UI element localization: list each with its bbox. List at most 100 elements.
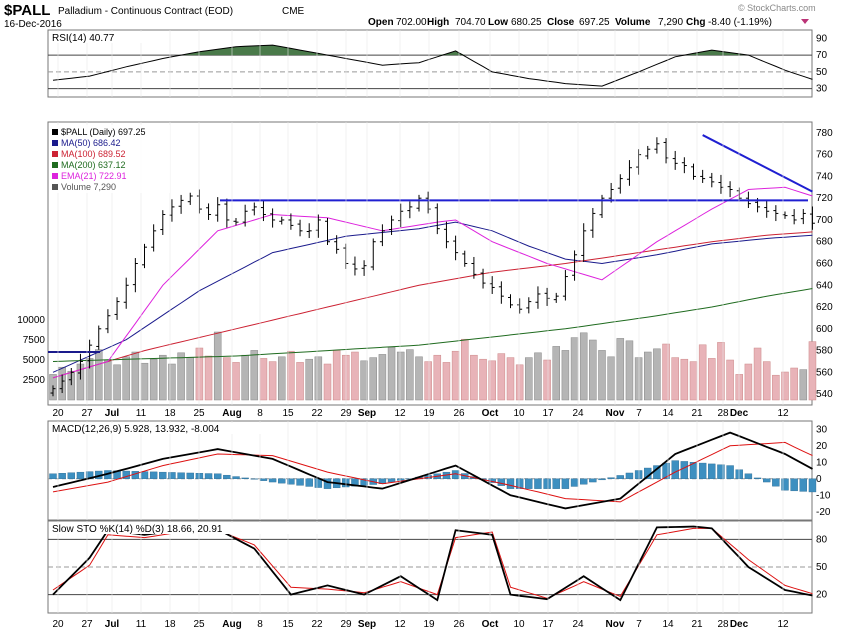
x-tick-label: 14 xyxy=(662,408,674,419)
x-tick-label: 17 xyxy=(542,619,554,630)
ma-line xyxy=(52,231,813,379)
volume-bar xyxy=(680,358,689,401)
volume-bar xyxy=(790,367,798,401)
volume-bar xyxy=(378,354,387,401)
macd-histogram-bar xyxy=(213,473,222,479)
volume-bar xyxy=(762,361,771,401)
macd-histogram-bar xyxy=(360,478,368,486)
macd-histogram-bar xyxy=(204,473,213,479)
volume-bar xyxy=(204,355,213,401)
macd-histogram-bar xyxy=(570,478,579,487)
volume-bar xyxy=(177,352,185,401)
price-tick-label: 700 xyxy=(816,215,833,226)
macd-signal-line xyxy=(52,441,813,503)
price-tick-label: 620 xyxy=(816,302,833,313)
macd-tick-label: 0 xyxy=(816,474,822,485)
volume-bar xyxy=(552,346,560,401)
sto-tick-label: 20 xyxy=(816,590,828,601)
rsi-chart: 90 70 50 30 xyxy=(48,33,828,95)
volume-bar xyxy=(717,342,725,401)
volume-bar xyxy=(589,339,597,401)
volume-bar xyxy=(396,351,405,401)
volume-bar xyxy=(250,350,259,401)
volume-bar xyxy=(689,361,698,401)
volume-bar xyxy=(287,350,295,401)
rsi-label-bg xyxy=(50,32,146,43)
volume-bar xyxy=(708,358,716,401)
legend-swatch xyxy=(52,173,58,179)
legend-entry: $PALL (Daily) 697.25 xyxy=(61,127,146,137)
volume-bar xyxy=(241,354,249,401)
macd-histogram-bar xyxy=(534,478,542,489)
volume-bar xyxy=(461,338,469,401)
volume-bar xyxy=(387,346,396,401)
macd-histogram-bar xyxy=(589,478,597,483)
ma-line xyxy=(52,288,813,362)
x-tick-label: 18 xyxy=(164,408,176,419)
volume-bar xyxy=(360,360,368,401)
price-tick-label: 680 xyxy=(816,237,833,248)
x-tick-label: 21 xyxy=(691,408,703,419)
volume-bar xyxy=(488,360,496,401)
legend-swatch xyxy=(52,184,58,190)
macd-histogram-bar xyxy=(241,477,249,479)
volume-bar xyxy=(772,374,780,401)
macd-tick-label: -10 xyxy=(816,490,831,501)
x-tick-label: 19 xyxy=(423,619,435,630)
macd-tick-label: 30 xyxy=(816,424,828,435)
macd-histogram-bar xyxy=(808,478,817,493)
macd-histogram-bar xyxy=(698,462,707,479)
volume-bar xyxy=(113,364,121,401)
x-tick-label: 29 xyxy=(340,408,352,419)
macd-histogram-bar xyxy=(287,478,295,485)
price-tick-label: 660 xyxy=(816,259,833,270)
macd-histogram-bar xyxy=(781,478,789,491)
macd-histogram-bar xyxy=(580,478,588,485)
macd-histogram-bar xyxy=(305,478,313,487)
macd-histogram-bar xyxy=(726,465,734,479)
volume-bar xyxy=(213,331,222,401)
volume-bar xyxy=(442,362,451,401)
macd-histogram-bar xyxy=(232,476,240,479)
volume-bar xyxy=(781,371,789,401)
volume-tick-label: 5000 xyxy=(23,355,46,366)
chg-label: Chg xyxy=(686,17,705,28)
ma-line xyxy=(52,221,813,373)
x-tick-label: Nov xyxy=(606,619,625,630)
volume-tick-label: 2500 xyxy=(23,375,46,386)
volume-bar xyxy=(406,349,414,401)
rsi-tick-label: 70 xyxy=(816,50,828,61)
x-tick-label: Sep xyxy=(358,619,376,630)
price-tick-label: 540 xyxy=(816,389,833,400)
volume-bar xyxy=(351,351,359,401)
macd-histogram-bar xyxy=(634,470,643,479)
legend-entry: EMA(21) 722.91 xyxy=(61,171,127,181)
legend-swatch xyxy=(52,140,58,146)
x-tick-label: Jul xyxy=(105,408,120,419)
trend-line xyxy=(702,134,813,193)
x-tick-label: 28 xyxy=(717,619,729,630)
volume-bar xyxy=(122,356,130,401)
macd-line xyxy=(52,431,813,510)
macd-histogram-bar xyxy=(607,477,615,479)
volume-bar xyxy=(534,352,542,401)
price-tick-label: 720 xyxy=(816,193,833,204)
macd-histogram-bar xyxy=(671,460,679,479)
x-tick-label: 15 xyxy=(282,619,294,630)
sto-label-bg xyxy=(50,523,340,534)
x-tick-label: 22 xyxy=(311,619,323,630)
x-tick-label: 27 xyxy=(81,408,93,419)
macd-histogram-bar xyxy=(49,473,57,479)
macd-histogram-bar xyxy=(58,473,66,479)
low-value: 680.25 xyxy=(511,17,542,28)
volume-bar xyxy=(131,351,140,401)
exchange: CME xyxy=(282,6,305,17)
macd-histogram-bar xyxy=(67,472,76,479)
x-tick-label: 7 xyxy=(636,408,642,419)
volume-bar xyxy=(570,337,579,401)
x-tick-label: Aug xyxy=(222,619,241,630)
x-tick-label: 25 xyxy=(193,408,205,419)
volume-bar xyxy=(259,358,268,401)
open-label: Open xyxy=(368,17,394,28)
x-tick-label: 12 xyxy=(777,619,789,630)
